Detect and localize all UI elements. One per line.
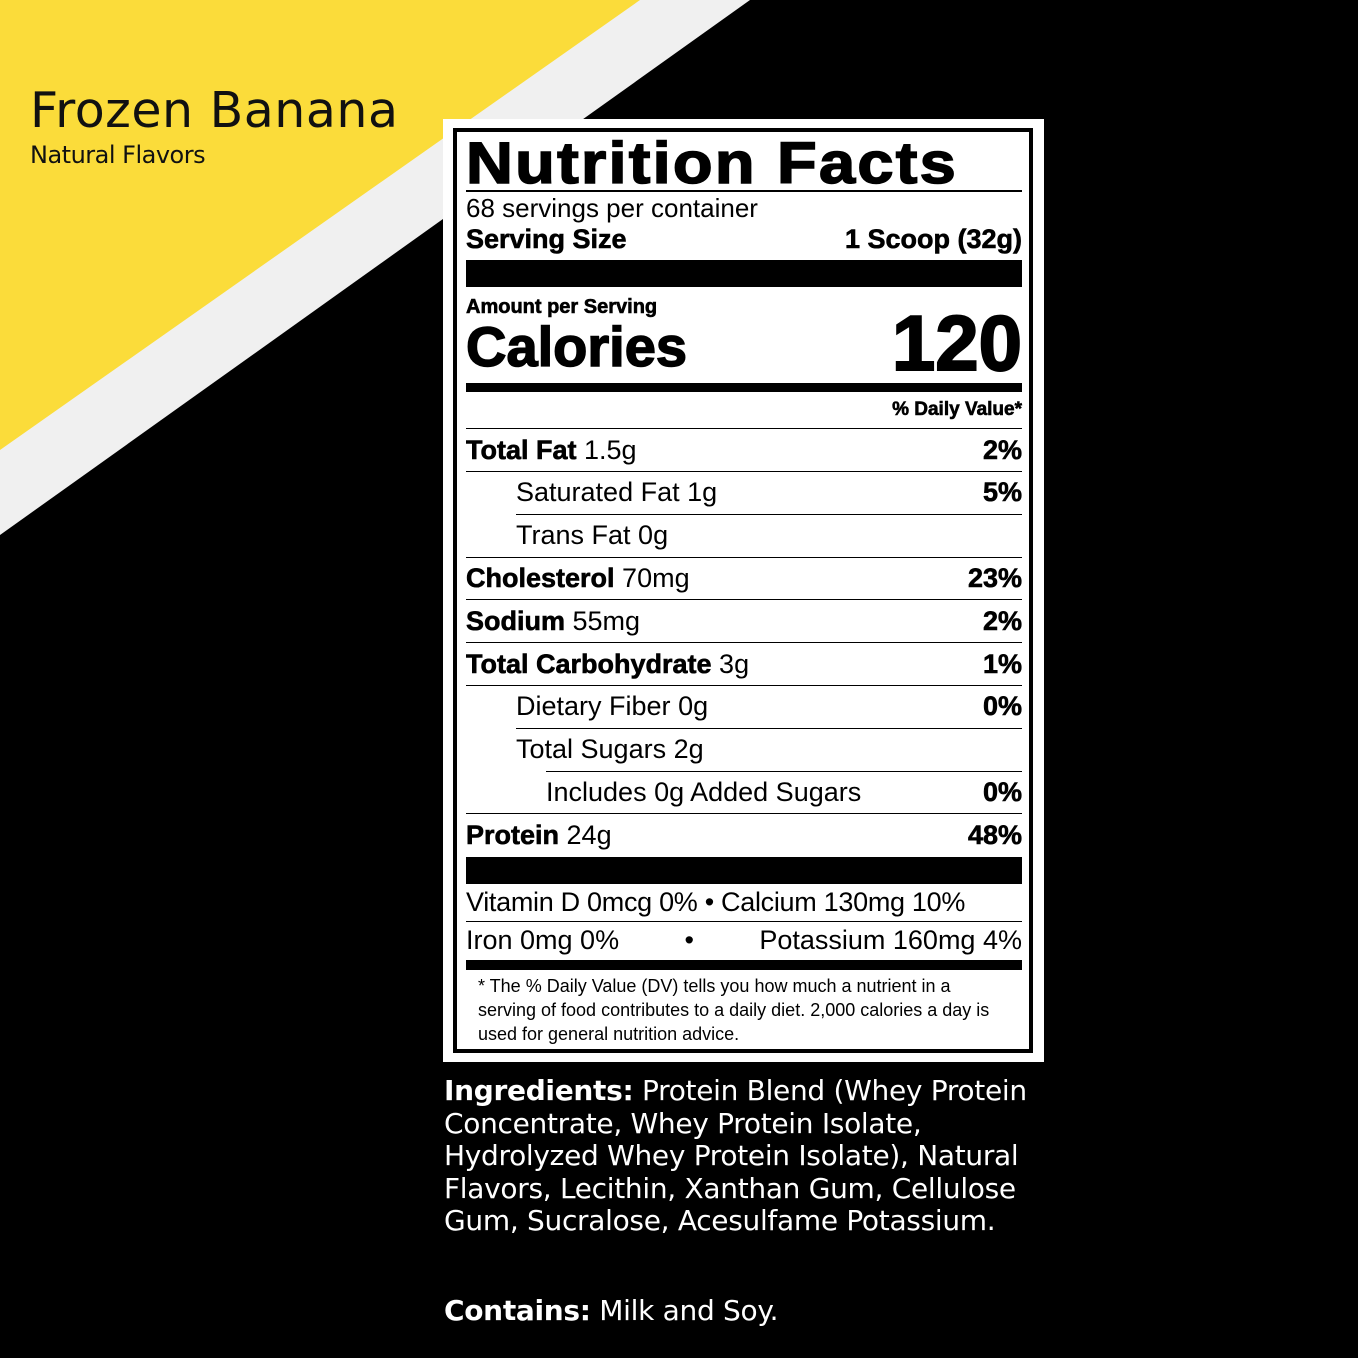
serving-size-label: Serving Size bbox=[466, 223, 627, 254]
iron: Iron 0mg 0% bbox=[466, 924, 620, 955]
ingredients: Ingredients: Protein Blend (Whey Protein… bbox=[444, 1074, 1054, 1238]
yellow-panel bbox=[0, 0, 640, 450]
vitamins-line-1: Vitamin D 0mcg 0% • Calcium 130mg 10% bbox=[466, 887, 966, 917]
nutrient-row: Trans Fat 0g bbox=[466, 515, 1022, 557]
nutrient-dv: 0% bbox=[982, 691, 1023, 722]
serving-size-row: Serving Size 1 Scoop (32g) bbox=[466, 219, 1023, 259]
nutrient-row: Total Sugars 2g bbox=[466, 729, 1022, 771]
nutrient-row: Cholesterol 70mg 23% bbox=[466, 557, 1023, 599]
row-divider bbox=[516, 513, 1022, 515]
potassium: Potassium 160mg 4% bbox=[759, 924, 1022, 955]
nutrient-row: Includes 0g Added Sugars 0% bbox=[466, 771, 1022, 813]
nutrient-dv: 23% bbox=[967, 562, 1023, 594]
nutrient-name: Total Fat 1.5g bbox=[466, 434, 637, 465]
calories-label: Calories bbox=[465, 314, 688, 379]
servings-per-container: 68 servings per container bbox=[466, 193, 758, 223]
nutrient-dv: 1% bbox=[982, 648, 1023, 679]
nutrient-dv: 48% bbox=[967, 819, 1023, 850]
row-divider bbox=[466, 599, 1022, 601]
contains-label: Contains: bbox=[444, 1294, 591, 1327]
nutrient-row: Sodium 55mg 2% bbox=[466, 600, 1023, 642]
daily-value-header: % Daily Value* bbox=[892, 399, 1023, 421]
row-divider bbox=[466, 642, 1022, 644]
nutrient-name: Trans Fat 0g bbox=[516, 520, 669, 551]
nutrient-row: Saturated Fat 1g 5% bbox=[466, 472, 1022, 514]
nutrient-row: Total Fat 1.5g 2% bbox=[466, 429, 1023, 471]
nutrient-row: Protein 24g 48% bbox=[466, 814, 1023, 856]
separator-dot: • bbox=[684, 924, 694, 955]
nutrient-name: Dietary Fiber 0g bbox=[516, 691, 709, 722]
nutrient-name: Protein 24g bbox=[466, 819, 612, 850]
row-divider bbox=[546, 770, 1022, 772]
nutrient-name: Total Sugars 2g bbox=[516, 734, 704, 765]
nutrient-dv: 0% bbox=[982, 776, 1023, 808]
row-divider bbox=[466, 471, 1022, 472]
nutrient-name: Includes 0g Added Sugars bbox=[546, 776, 862, 807]
label-title: Nutrition Facts bbox=[465, 130, 958, 197]
flavor-name: Frozen Banana bbox=[30, 82, 399, 139]
serving-size-value: 1 Scoop (32g) bbox=[844, 223, 1023, 254]
flavor-subtitle: Natural Flavors bbox=[30, 141, 206, 169]
row-divider bbox=[466, 685, 1022, 686]
nutrient-name: Cholesterol 70mg bbox=[466, 562, 690, 594]
nutrient-name: Saturated Fat 1g bbox=[516, 477, 718, 508]
footnote: * The % Daily Value (DV) tells you how m… bbox=[478, 976, 990, 1044]
ingredients-label: Ingredients: bbox=[444, 1074, 634, 1107]
nutrient-dv: 2% bbox=[982, 605, 1023, 636]
nutrient-row: Total Carbohydrate 3g 1% bbox=[466, 643, 1023, 685]
contains-text: Milk and Soy. bbox=[590, 1294, 779, 1327]
nutrient-row: Dietary Fiber 0g 0% bbox=[466, 686, 1022, 728]
row-divider bbox=[466, 556, 1022, 558]
contains: Contains: Milk and Soy. bbox=[444, 1294, 1054, 1328]
ingredients-text: Protein Blend (Whey Protein Concentrate,… bbox=[444, 1074, 1027, 1237]
nutrient-dv: 2% bbox=[982, 434, 1023, 465]
vitamins-line-2: Iron 0mg 0% • Potassium 160mg 4% bbox=[466, 920, 1022, 960]
nutrient-name: Sodium 55mg bbox=[466, 605, 641, 636]
amount-per-serving: Amount per Serving bbox=[466, 296, 658, 319]
row-divider bbox=[466, 813, 1022, 815]
nutrient-dv: 5% bbox=[982, 477, 1023, 508]
row-divider bbox=[516, 727, 1022, 729]
nutrient-name: Total Carbohydrate 3g bbox=[466, 648, 750, 679]
calories-value: 120 bbox=[891, 298, 1023, 388]
